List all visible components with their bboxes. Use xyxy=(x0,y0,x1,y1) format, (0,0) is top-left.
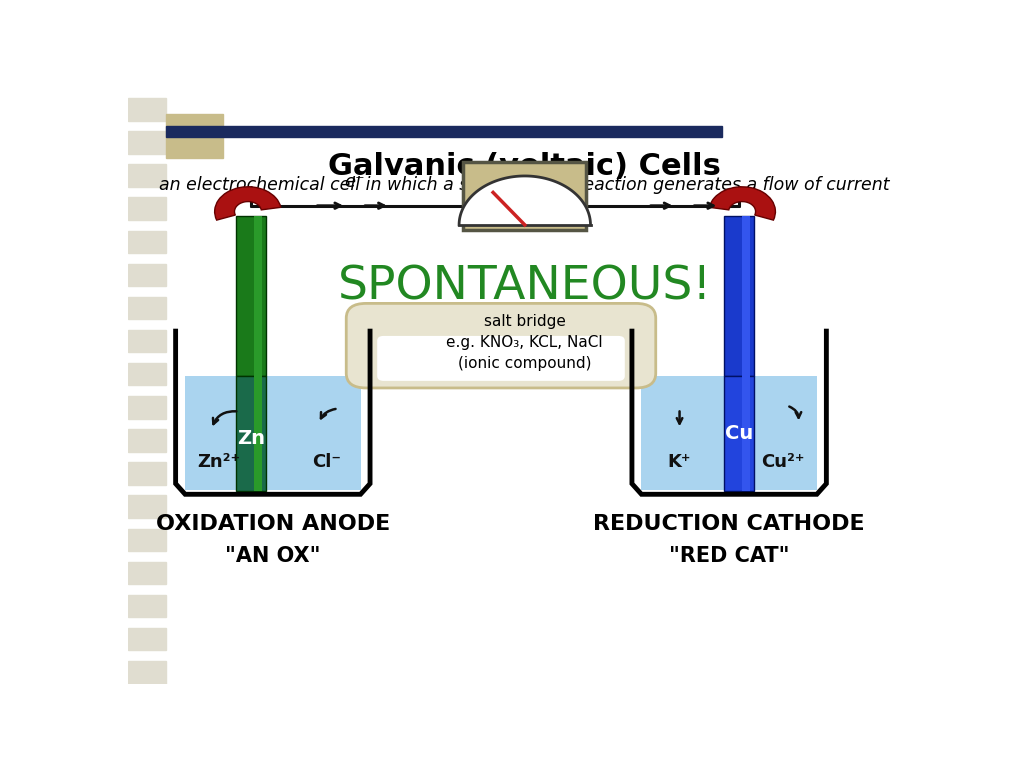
Bar xyxy=(128,429,166,452)
Bar xyxy=(128,628,166,650)
Text: Cl⁻: Cl⁻ xyxy=(312,453,341,471)
Polygon shape xyxy=(459,176,591,225)
Bar xyxy=(128,296,166,319)
Text: "AN OX": "AN OX" xyxy=(225,546,321,566)
Text: e⁻: e⁻ xyxy=(344,173,365,191)
Bar xyxy=(463,161,587,230)
Bar xyxy=(724,217,754,376)
Text: K⁺: K⁺ xyxy=(668,453,691,471)
Bar xyxy=(128,595,166,617)
Bar xyxy=(254,217,261,492)
Bar xyxy=(128,661,166,684)
Text: SPONTANEOUS!: SPONTANEOUS! xyxy=(338,265,712,310)
Bar xyxy=(236,217,266,376)
Polygon shape xyxy=(641,376,817,489)
Text: Galvanic (voltaic) Cells: Galvanic (voltaic) Cells xyxy=(329,151,721,180)
Text: an electrochemical cell in which a spontaneous reaction generates a flow of curr: an electrochemical cell in which a spont… xyxy=(160,176,890,194)
Wedge shape xyxy=(215,187,281,220)
Bar xyxy=(128,197,166,220)
Text: salt bridge
e.g. KNO₃, KCL, NaCl
(ionic compound): salt bridge e.g. KNO₃, KCL, NaCl (ionic … xyxy=(446,314,603,371)
Bar xyxy=(724,376,754,492)
Text: Zn²⁺: Zn²⁺ xyxy=(198,453,241,471)
Bar xyxy=(128,561,166,584)
Bar xyxy=(166,114,223,158)
Text: "RED CAT": "RED CAT" xyxy=(669,546,790,566)
Bar xyxy=(742,217,750,492)
Polygon shape xyxy=(185,376,360,489)
Bar xyxy=(128,330,166,353)
Bar xyxy=(128,363,166,386)
Bar xyxy=(128,396,166,419)
Bar xyxy=(128,528,166,551)
Bar xyxy=(128,263,166,286)
Bar xyxy=(128,98,166,121)
FancyBboxPatch shape xyxy=(346,303,655,388)
Bar xyxy=(128,131,166,154)
Text: Cu²⁺: Cu²⁺ xyxy=(761,453,805,471)
Bar xyxy=(128,495,166,518)
Bar xyxy=(166,127,722,137)
Text: OXIDATION ANODE: OXIDATION ANODE xyxy=(156,514,390,534)
Text: Cu: Cu xyxy=(725,424,754,443)
Bar xyxy=(236,376,266,492)
Bar xyxy=(128,230,166,253)
Text: REDUCTION CATHODE: REDUCTION CATHODE xyxy=(593,514,865,534)
FancyBboxPatch shape xyxy=(377,336,625,381)
Text: Zn: Zn xyxy=(237,429,265,448)
Bar xyxy=(128,164,166,187)
Bar xyxy=(128,462,166,485)
Wedge shape xyxy=(710,187,775,220)
